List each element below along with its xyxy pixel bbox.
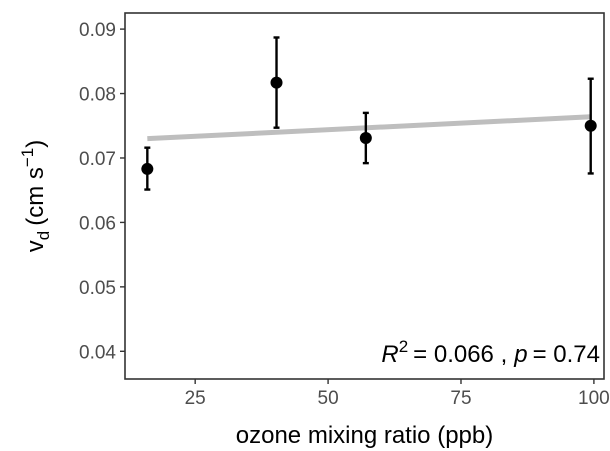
y-axis-unit-exponent: −1 xyxy=(18,148,37,167)
p-value: = 0.74 xyxy=(533,341,600,368)
y-axis-title: vd (cm s−1) xyxy=(18,140,53,253)
fit-line xyxy=(147,114,591,142)
y-axis-subscript: d xyxy=(34,231,53,240)
data-point xyxy=(359,132,372,145)
y-tick-label: 0.07 xyxy=(79,149,116,170)
plot-panel-border xyxy=(124,12,605,380)
stats-annotation: R2 = 0.066 , p = 0.74 xyxy=(381,337,600,368)
data-point xyxy=(141,162,154,175)
y-axis: 0.04 0.05 0.06 0.07 0.08 0.09 xyxy=(79,20,125,363)
y-tick-label: 0.06 xyxy=(79,213,116,234)
y-tick-label: 0.05 xyxy=(79,278,116,299)
fit-line-layer xyxy=(147,114,591,142)
data-point xyxy=(584,119,597,132)
r-squared-symbol: R xyxy=(381,341,398,368)
y-axis-unit-suffix: ) xyxy=(22,140,49,148)
y-tick-label: 0.08 xyxy=(79,85,116,106)
y-tick-label: 0.04 xyxy=(79,342,116,363)
p-symbol: p xyxy=(513,341,527,368)
data-points xyxy=(141,76,597,175)
data-point xyxy=(270,76,283,89)
x-axis-title: ozone mixing ratio (ppb) xyxy=(236,422,493,449)
x-tick-label: 75 xyxy=(450,388,471,409)
x-tick-label: 100 xyxy=(578,388,610,409)
y-axis-unit-prefix: (cm s xyxy=(22,167,49,226)
y-tick-label: 0.09 xyxy=(79,20,116,41)
x-tick-label: 25 xyxy=(185,388,206,409)
r-squared-value: = 0.066 , xyxy=(413,341,507,368)
x-axis: 25 50 75 100 xyxy=(185,379,610,409)
r-squared-exponent: 2 xyxy=(399,337,408,356)
x-tick-label: 50 xyxy=(318,388,339,409)
y-axis-symbol: v xyxy=(22,240,49,252)
